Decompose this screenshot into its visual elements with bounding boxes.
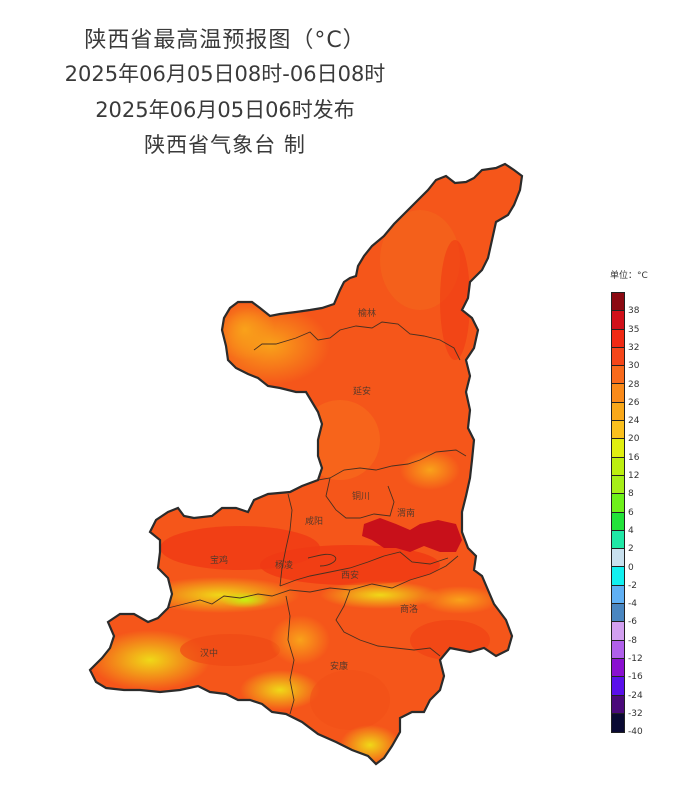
legend-swatch bbox=[612, 604, 624, 623]
legend-tick-label: 6 bbox=[628, 507, 634, 518]
legend-tick-label: 8 bbox=[628, 489, 634, 500]
map-title: 陕西省最高温预报图（°C） bbox=[84, 28, 366, 53]
legend-swatch bbox=[612, 293, 624, 312]
legend-swatch bbox=[612, 512, 624, 531]
legend-tick-label: 2 bbox=[628, 544, 634, 555]
legend-swatch bbox=[612, 640, 624, 659]
valid-period: 2025年06月05日08时-06日08时 bbox=[64, 62, 386, 86]
legend-swatch bbox=[612, 622, 624, 641]
legend-swatch bbox=[612, 457, 624, 476]
legend-tick-label: 35 bbox=[628, 324, 640, 335]
legend-tick-label: -40 bbox=[628, 727, 643, 738]
legend-swatch bbox=[612, 494, 624, 513]
city-labels: 榆林 延安 铜川 咸阳 渭南 西安 宝鸡 杨凌 商洛 汉中 安康 bbox=[200, 307, 418, 672]
legend-swatch bbox=[612, 402, 624, 422]
legend-tick-label: 20 bbox=[628, 434, 640, 445]
city-label-yanan: 延安 bbox=[353, 385, 371, 397]
temperature-map: 榆林 延安 铜川 咸阳 渭南 西安 宝鸡 杨凌 商洛 汉中 安康 bbox=[88, 162, 524, 766]
legend-tick-label: -32 bbox=[628, 708, 643, 719]
legend-tick-label: -16 bbox=[628, 672, 643, 683]
legend-swatch bbox=[612, 585, 624, 605]
temperature-field bbox=[90, 164, 522, 764]
legend-tick-label: -24 bbox=[628, 690, 643, 701]
legend-swatch bbox=[612, 530, 624, 550]
legend-tick-label: -6 bbox=[628, 617, 637, 628]
legend-swatch bbox=[612, 695, 624, 714]
legend-tick-label: -2 bbox=[628, 580, 637, 591]
legend-tick-label: 28 bbox=[628, 379, 640, 390]
city-borders bbox=[167, 321, 467, 715]
city-label-hanzhong: 汉中 bbox=[200, 647, 218, 659]
legend-swatch bbox=[612, 677, 624, 696]
legend-tick-label: 16 bbox=[628, 452, 640, 463]
legend-swatch bbox=[612, 567, 624, 586]
legend-tick-label: 12 bbox=[628, 471, 640, 481]
city-label-xian: 西安 bbox=[341, 569, 359, 581]
city-label-baoji: 宝鸡 bbox=[210, 554, 228, 566]
city-label-ankang: 安康 bbox=[330, 660, 348, 672]
legend-swatch bbox=[612, 366, 624, 385]
legend-tick-label: 30 bbox=[628, 361, 640, 372]
legend-tick-label: 26 bbox=[628, 397, 640, 408]
city-label-weinan: 渭南 bbox=[397, 507, 415, 519]
legend-tick-label: 0 bbox=[628, 562, 634, 573]
issue-time: 2025年06月05日06时发布 bbox=[95, 98, 355, 122]
legend-swatch bbox=[612, 421, 624, 440]
city-label-shangluo: 商洛 bbox=[400, 603, 418, 615]
legend-tick-label: -8 bbox=[628, 635, 637, 646]
legend-swatch bbox=[612, 347, 624, 367]
legend-swatch bbox=[612, 439, 624, 458]
legend-color-bar bbox=[611, 292, 625, 734]
legend-swatch bbox=[612, 384, 624, 403]
city-label-tongchuan: 铜川 bbox=[352, 490, 370, 502]
city-label-xianyang: 咸阳 bbox=[305, 515, 323, 527]
legend-tick-label: 38 bbox=[628, 306, 640, 317]
legend-swatch bbox=[612, 658, 624, 678]
producer: 陕西省气象台 制 bbox=[144, 133, 306, 157]
legend-swatch bbox=[612, 713, 624, 733]
legend-tick-label: -12 bbox=[628, 654, 643, 664]
legend-tick-label: 32 bbox=[628, 342, 640, 353]
legend-unit-label: 单位：°C bbox=[610, 271, 648, 281]
legend-swatch bbox=[612, 311, 624, 330]
legend-swatch bbox=[612, 475, 624, 495]
city-label-yangling: 杨凌 bbox=[275, 559, 293, 571]
legend-tick-label: 4 bbox=[628, 525, 634, 536]
legend-tick-label: -4 bbox=[628, 599, 637, 610]
legend-tick-label: 24 bbox=[628, 416, 640, 427]
city-label-yulin: 榆林 bbox=[358, 307, 376, 319]
legend-swatch bbox=[612, 549, 624, 568]
legend-swatch bbox=[612, 329, 624, 348]
